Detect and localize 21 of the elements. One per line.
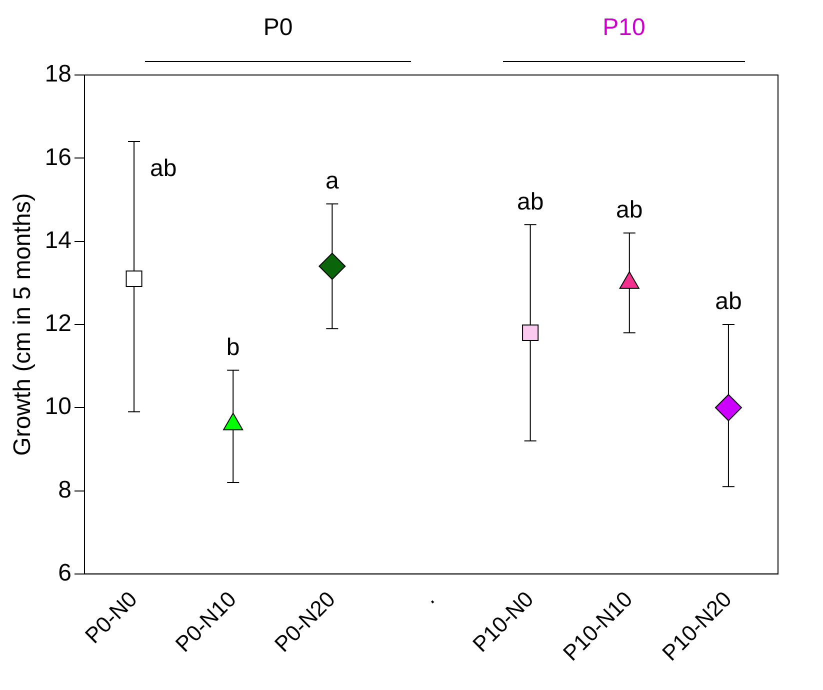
annotation: ab: [715, 288, 742, 316]
annotation: b: [226, 334, 240, 361]
y-tick-label: 12: [44, 310, 72, 338]
text: P10: [602, 14, 646, 42]
x-tick-label: .: [417, 586, 440, 608]
y-tick-label: 16: [44, 144, 72, 171]
point: [318, 252, 346, 280]
annotation: ab: [616, 196, 643, 224]
point: [522, 324, 539, 342]
y-axis-title: Growth (cm in 5 months): [9, 193, 36, 456]
text: P0: [262, 14, 294, 42]
annotation: a: [325, 168, 340, 195]
point: [126, 270, 142, 288]
y-tick-label: 6: [58, 560, 72, 587]
y-tick-label: 14: [44, 226, 72, 254]
annotation: ab: [516, 188, 544, 216]
y-tick-label: 10: [44, 393, 72, 420]
annotation: ab: [150, 155, 177, 182]
y-tick-label: 8: [58, 476, 72, 504]
point: [714, 394, 742, 422]
y-tick-label: 18: [44, 60, 72, 88]
